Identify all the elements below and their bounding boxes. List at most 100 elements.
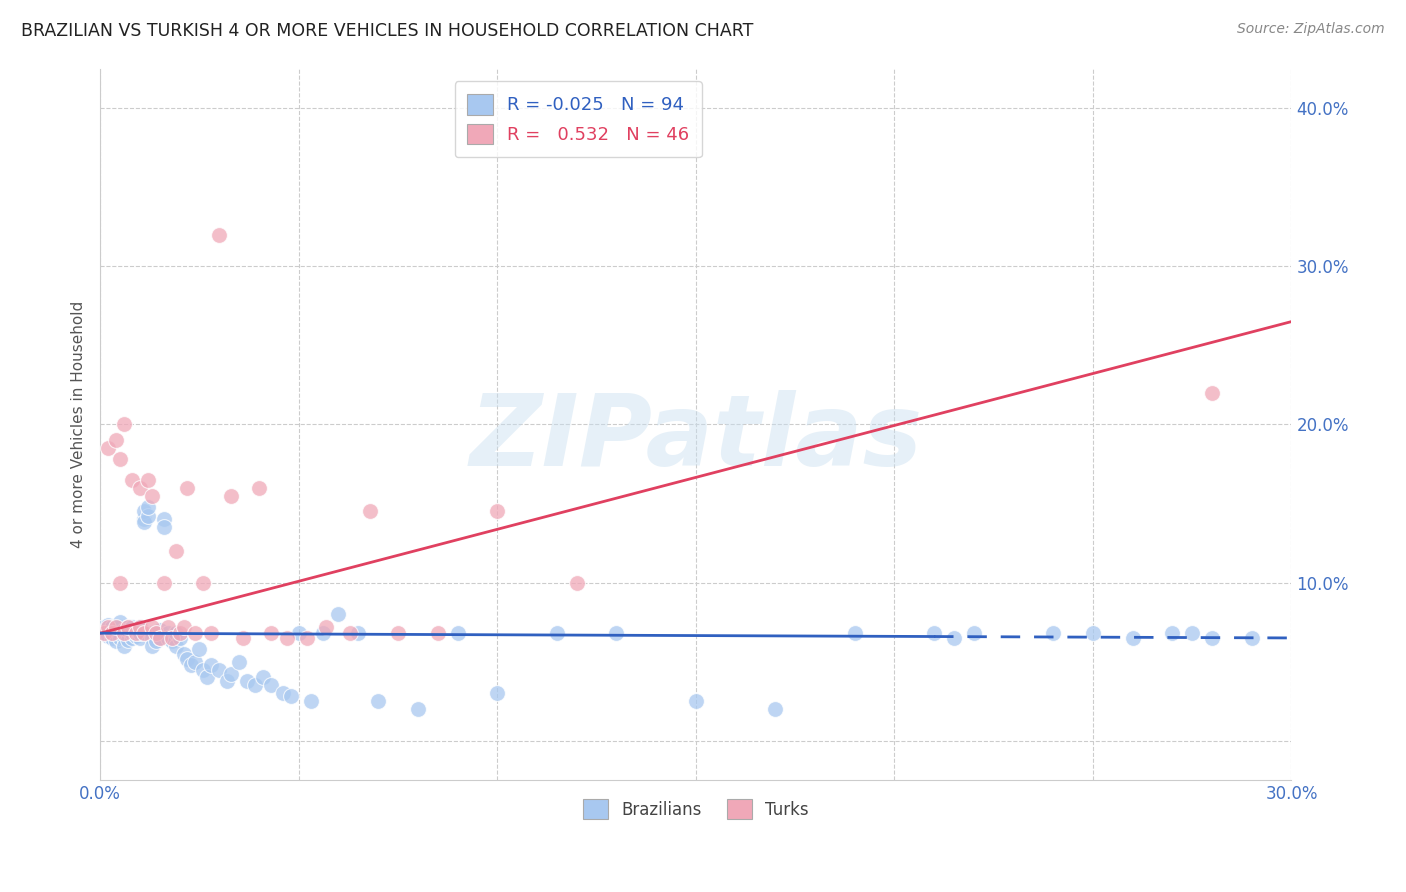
Point [276, 631, 298, 645]
Point [1122, 631, 1144, 645]
Point [271, 686, 294, 700]
Point [108, 615, 131, 629]
Point [145, 626, 167, 640]
Point [112, 639, 135, 653]
Point [359, 504, 381, 518]
Point [112, 417, 135, 432]
Point [149, 631, 172, 645]
Point [149, 623, 172, 637]
Text: ZIPatlas: ZIPatlas [470, 390, 922, 487]
Point [125, 626, 148, 640]
Point [121, 631, 143, 645]
Point [145, 634, 167, 648]
Point [93, 626, 115, 640]
Point [1042, 626, 1064, 640]
Point [136, 473, 159, 487]
Point [97, 441, 120, 455]
Point [112, 623, 135, 637]
Point [247, 481, 270, 495]
Point [105, 434, 128, 448]
Point [252, 671, 274, 685]
Point [132, 626, 155, 640]
Point [128, 481, 150, 495]
Text: Source: ZipAtlas.com: Source: ZipAtlas.com [1237, 22, 1385, 37]
Point [141, 631, 163, 645]
Point [97, 623, 120, 637]
Point [121, 626, 143, 640]
Legend: Brazilians, Turks: Brazilians, Turks [576, 793, 815, 825]
Point [160, 634, 183, 648]
Point [156, 631, 179, 645]
Point [184, 626, 207, 640]
Point [132, 516, 155, 530]
Y-axis label: 4 or more Vehicles in Household: 4 or more Vehicles in Household [72, 301, 86, 548]
Point [963, 626, 986, 640]
Point [295, 631, 318, 645]
Point [193, 575, 215, 590]
Point [145, 626, 167, 640]
Point [97, 629, 120, 643]
Point [486, 686, 509, 700]
Point [176, 651, 198, 665]
Point [287, 626, 309, 640]
Point [141, 620, 163, 634]
Point [173, 647, 195, 661]
Point [219, 667, 242, 681]
Point [101, 626, 124, 640]
Point [208, 227, 231, 242]
Point [200, 626, 222, 640]
Point [97, 618, 120, 632]
Point [169, 626, 191, 640]
Point [108, 631, 131, 645]
Point [1181, 626, 1204, 640]
Point [685, 694, 707, 708]
Point [260, 626, 283, 640]
Point [922, 626, 945, 640]
Point [152, 520, 174, 534]
Point [141, 639, 163, 653]
Point [97, 620, 120, 634]
Point [141, 489, 163, 503]
Point [763, 702, 786, 716]
Point [93, 620, 115, 634]
Point [328, 607, 350, 622]
Text: BRAZILIAN VS TURKISH 4 OR MORE VEHICLES IN HOUSEHOLD CORRELATION CHART: BRAZILIAN VS TURKISH 4 OR MORE VEHICLES … [21, 22, 754, 40]
Point [188, 642, 211, 657]
Point [173, 620, 195, 634]
Point [128, 620, 150, 634]
Point [169, 631, 191, 645]
Point [136, 500, 159, 514]
Point [339, 626, 361, 640]
Point [128, 626, 150, 640]
Point [112, 626, 135, 640]
Point [117, 626, 139, 640]
Point [105, 620, 128, 634]
Point [228, 655, 250, 669]
Point [108, 452, 131, 467]
Point [176, 481, 198, 495]
Point [486, 504, 509, 518]
Point [184, 655, 207, 669]
Point [101, 620, 124, 634]
Point [149, 631, 172, 645]
Point [236, 673, 259, 688]
Point [208, 663, 231, 677]
Point [217, 673, 239, 688]
Point [105, 623, 128, 637]
Point [232, 631, 254, 645]
Point [121, 473, 143, 487]
Point [156, 620, 179, 634]
Point [299, 694, 322, 708]
Point [101, 631, 124, 645]
Point [112, 626, 135, 640]
Point [156, 626, 179, 640]
Point [180, 657, 202, 672]
Point [195, 671, 218, 685]
Point [546, 626, 568, 640]
Point [117, 632, 139, 647]
Point [387, 626, 409, 640]
Point [101, 626, 124, 640]
Point [406, 702, 429, 716]
Point [125, 626, 148, 640]
Point [108, 620, 131, 634]
